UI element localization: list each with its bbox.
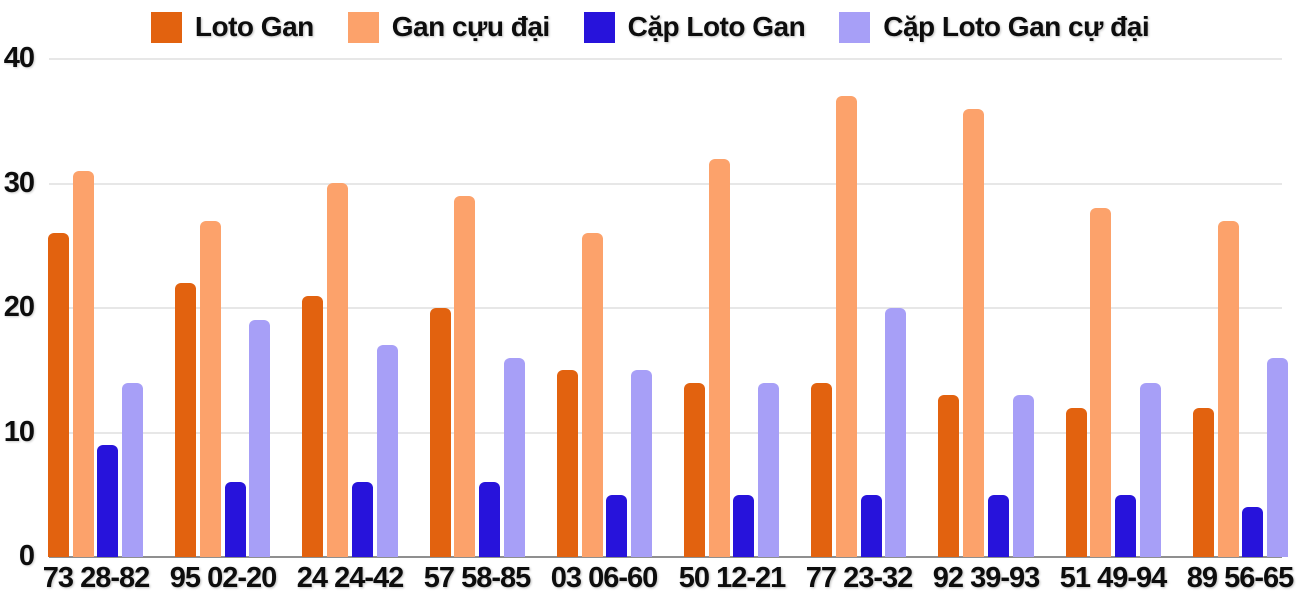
bar-loto-gan: [302, 296, 323, 557]
y-tick-label: 40: [3, 42, 35, 74]
y-tick-label: 20: [3, 291, 35, 323]
bar-gan-cuu-dai: [454, 196, 475, 557]
bar-cap-loto-gan-cu-dai: [758, 383, 779, 557]
legend-item-cap-loto-gan-cu-dai: Cặp Loto Gan cự đại: [839, 11, 1150, 43]
gridline: [49, 58, 1282, 60]
legend-item-loto-gan: Loto Gan: [150, 11, 314, 43]
bar-cap-loto-gan-cu-dai: [1140, 383, 1161, 557]
x-tick-label: 89 56-65: [1186, 562, 1295, 594]
legend-item-cap-loto-gan: Cặp Loto Gan: [583, 11, 806, 43]
x-tick-label: 77 23-32: [805, 562, 914, 594]
x-tick-label: 03 06-60: [550, 562, 659, 594]
legend-label-cap-loto-gan-cu-dai: Cặp Loto Gan cự đại: [883, 11, 1150, 42]
legend-label-cap-loto-gan: Cặp Loto Gan: [627, 11, 806, 42]
x-tick-label: 92 39-93: [932, 562, 1041, 594]
bar-cap-loto-gan-cu-dai: [249, 320, 270, 557]
bar-loto-gan: [811, 383, 832, 557]
bar-cap-loto-gan: [606, 495, 627, 557]
bar-cap-loto-gan: [988, 495, 1009, 557]
bar-loto-gan: [684, 383, 705, 557]
bar-cap-loto-gan: [733, 495, 754, 557]
bar-cap-loto-gan-cu-dai: [377, 345, 398, 557]
bar-loto-gan: [557, 370, 578, 557]
bar-loto-gan: [938, 395, 959, 557]
bar-cap-loto-gan: [225, 482, 246, 557]
bar-gan-cuu-dai: [963, 109, 984, 557]
bar-gan-cuu-dai: [200, 221, 221, 557]
bar-gan-cuu-dai: [73, 171, 94, 557]
bar-cap-loto-gan: [97, 445, 118, 557]
x-tick-label: 57 58-85: [423, 562, 532, 594]
x-tick-label: 73 28-82: [42, 562, 151, 594]
bar-gan-cuu-dai: [1090, 208, 1111, 557]
bar-gan-cuu-dai: [327, 183, 348, 557]
gridline: [49, 307, 1282, 309]
y-tick-label: 10: [3, 416, 35, 448]
bar-cap-loto-gan: [1242, 507, 1263, 557]
bar-loto-gan: [175, 283, 196, 557]
bar-loto-gan: [48, 233, 69, 557]
bar-cap-loto-gan-cu-dai: [631, 370, 652, 557]
bar-cap-loto-gan: [352, 482, 373, 557]
bar-cap-loto-gan: [861, 495, 882, 557]
legend-label-gan-cuu-dai: Gan cựu đại: [391, 11, 550, 42]
gridline: [49, 183, 1282, 185]
bar-gan-cuu-dai: [582, 233, 603, 557]
legend-swatch-cap-loto-gan: [583, 11, 615, 43]
bar-cap-loto-gan-cu-dai: [1267, 358, 1288, 557]
bar-gan-cuu-dai: [836, 96, 857, 557]
x-tick-label: 51 49-94: [1059, 562, 1168, 594]
bar-gan-cuu-dai: [1218, 221, 1239, 557]
y-tick-label: 30: [3, 167, 35, 199]
legend-swatch-cap-loto-gan-cu-dai: [839, 11, 871, 43]
bar-gan-cuu-dai: [709, 159, 730, 557]
y-tick-label: 0: [18, 540, 35, 572]
bar-loto-gan: [1066, 408, 1087, 557]
bar-loto-gan: [430, 308, 451, 557]
x-tick-label: 50 12-21: [678, 562, 787, 594]
legend-swatch-loto-gan: [150, 11, 182, 43]
legend-label-loto-gan: Loto Gan: [194, 11, 314, 42]
legend-item-gan-cuu-dai: Gan cựu đại: [347, 11, 550, 43]
x-tick-label: 95 02-20: [169, 562, 278, 594]
bar-loto-gan: [1193, 408, 1214, 557]
bar-cap-loto-gan-cu-dai: [504, 358, 525, 557]
bar-cap-loto-gan-cu-dai: [122, 383, 143, 557]
gridline: [49, 432, 1282, 434]
bar-cap-loto-gan: [1115, 495, 1136, 557]
chart-legend: Loto Gan Gan cựu đại Cặp Loto Gan Cặp Lo…: [0, 11, 1300, 43]
bar-cap-loto-gan-cu-dai: [885, 308, 906, 557]
x-axis-line: [49, 556, 1282, 558]
bar-cap-loto-gan-cu-dai: [1013, 395, 1034, 557]
x-tick-label: 24 24-42: [296, 562, 405, 594]
legend-swatch-gan-cuu-dai: [347, 11, 379, 43]
bar-cap-loto-gan: [479, 482, 500, 557]
